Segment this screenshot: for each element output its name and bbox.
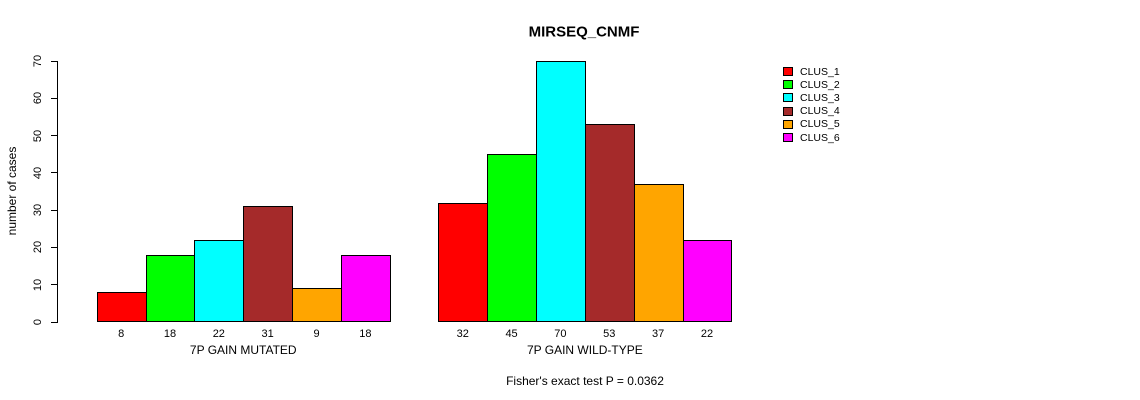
y-tick-mark [51, 60, 58, 62]
y-tick-mark [51, 172, 58, 174]
bar-clus_4-mutated [243, 206, 293, 322]
y-tick-mark [51, 135, 58, 137]
bar-value-label: 8 [118, 328, 125, 340]
y-tick-mark [51, 284, 58, 286]
y-tick-mark [51, 246, 58, 248]
legend-label-clus_2: CLUS_2 [800, 78, 840, 91]
bar-value-label: 32 [456, 328, 469, 340]
bar-clus_3-wild-type [536, 61, 586, 322]
legend-label-clus_1: CLUS_1 [800, 65, 840, 78]
bar-clus_6-wild-type [683, 240, 732, 322]
y-tick-mark [51, 97, 58, 99]
legend-swatch-clus_1 [783, 67, 793, 76]
bar-value-label: 22 [212, 328, 225, 340]
legend-label-clus_4: CLUS_4 [800, 105, 840, 118]
bar-value-label: 18 [163, 328, 177, 340]
bar-clus_3-mutated [194, 240, 244, 322]
legend-swatch-clus_2 [783, 80, 793, 90]
bar-value-label: 9 [313, 328, 320, 340]
bar-clus_1-mutated [97, 292, 147, 322]
bar-value-label: 53 [603, 328, 616, 340]
bar-clus_2-wild-type [487, 154, 537, 322]
legend-label-clus_3: CLUS_3 [800, 91, 840, 104]
bar-clus_6-mutated [341, 255, 391, 322]
bar-value-label: 37 [652, 328, 665, 340]
bar-value-label: 22 [700, 328, 714, 340]
y-tick-mark [51, 321, 58, 323]
legend-swatch-clus_5 [783, 119, 793, 129]
y-axis-line [57, 61, 58, 323]
bar-value-label: 45 [505, 328, 518, 340]
bar-clus_5-wild-type [634, 184, 684, 322]
fisher-test-caption: Fisher's exact test P = 0.0362 [506, 374, 664, 388]
legend-label-clus_6: CLUS_6 [800, 131, 840, 144]
group-label: 7P GAIN MUTATED [189, 343, 297, 357]
legend-swatch-clus_6 [783, 133, 793, 142]
legend-swatch-clus_4 [783, 106, 793, 116]
chart-title: MIRSEQ_CNMF [528, 23, 640, 41]
bar-value-label: 31 [261, 328, 274, 340]
bar-clus_5-mutated [292, 288, 342, 322]
bar-value-label: 70 [554, 328, 567, 340]
group-label: 7P GAIN WILD-TYPE [526, 343, 643, 357]
legend-swatch-clus_3 [783, 93, 793, 103]
legend-label-clus_5: CLUS_5 [800, 118, 840, 131]
y-tick-mark [51, 209, 58, 211]
bar-value-label: 18 [359, 328, 372, 340]
